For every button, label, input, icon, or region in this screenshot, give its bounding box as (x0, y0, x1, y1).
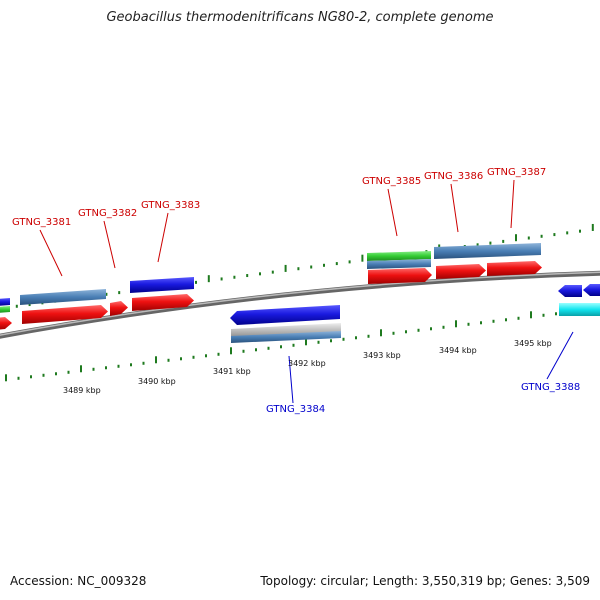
gene-gtng-3385-green[interactable] (367, 251, 431, 261)
gene-gtng-3382-red[interactable] (110, 301, 128, 316)
label-leader-line (510, 179, 515, 229)
gene-gtng-3385-steel[interactable] (367, 259, 431, 269)
gene-gtng-3381-steel[interactable] (20, 289, 106, 305)
gene-label-gtng-3386[interactable]: GTNG_3386 (424, 171, 483, 182)
page-title: Geobacillus thermodenitrificans NG80-2, … (106, 10, 494, 25)
gene-left-edge-blue[interactable] (0, 298, 10, 306)
label-leader-line (157, 212, 169, 263)
gene-right-blue-2[interactable] (583, 284, 600, 296)
gene-label-gtng-3387[interactable]: GTNG_3387 (487, 167, 546, 178)
label-leader-line (387, 188, 398, 237)
topology-text: Topology: circular; Length: 3,550,319 bp… (260, 574, 590, 588)
gene-gtng-3384-steel[interactable] (231, 331, 341, 343)
gene-features (0, 243, 600, 343)
label-leader-line (450, 183, 459, 233)
label-leader-line (546, 331, 574, 380)
label-leader-line (288, 355, 294, 404)
genome-backbone-highlight (0, 271, 600, 336)
label-leaders (39, 179, 574, 404)
kbp-label: 3495 kbp (514, 339, 552, 348)
kbp-label: 3494 kbp (439, 346, 477, 355)
gene-left-edge-red[interactable] (0, 317, 12, 330)
gene-label-gtng-3388[interactable]: GTNG_3388 (521, 382, 580, 393)
label-leader-line (103, 220, 116, 269)
gene-label-gtng-3384[interactable]: GTNG_3384 (266, 404, 325, 415)
gene-label-gtng-3383[interactable]: GTNG_3383 (141, 200, 200, 211)
gene-gtng-3381-red[interactable] (22, 305, 108, 324)
gene-label-gtng-3385[interactable]: GTNG_3385 (362, 176, 421, 187)
gene-gtng-3384-grey[interactable] (231, 323, 341, 338)
accession-text: Accession: NC_009328 (10, 574, 147, 588)
label-leader-line (39, 229, 63, 277)
gene-gtng-3385-red[interactable] (368, 268, 432, 284)
lower-tick-row (5, 307, 595, 382)
gene-label-gtng-3382[interactable]: GTNG_3382 (78, 208, 137, 219)
gene-gtng-3383-red[interactable] (132, 294, 194, 311)
kbp-label: 3492 kbp (288, 359, 326, 368)
gene-label-gtng-3381[interactable]: GTNG_3381 (12, 217, 71, 228)
gene-gtng-3384-blue[interactable] (230, 305, 340, 325)
gene-right-blue-1[interactable] (558, 285, 582, 297)
gene-gtng-3388-cyan[interactable] (559, 303, 600, 316)
genome-backbone (0, 270, 600, 339)
kbp-label: 3489 kbp (63, 386, 101, 395)
gene-gtng-3383-blue[interactable] (130, 277, 194, 293)
kbp-label: 3490 kbp (138, 377, 176, 386)
kbp-label: 3491 kbp (213, 367, 251, 376)
kbp-label: 3493 kbp (363, 351, 401, 360)
gene-gtng-3387-red[interactable] (487, 261, 542, 276)
gene-left-edge-green[interactable] (0, 306, 10, 313)
kbp-labels: 3489 kbp 3490 kbp 3491 kbp 3492 kbp 3493 kbp… (63, 339, 552, 395)
gene-gtng-3386-red[interactable] (436, 264, 486, 279)
gene-gtng-3386-steel[interactable] (434, 243, 541, 259)
